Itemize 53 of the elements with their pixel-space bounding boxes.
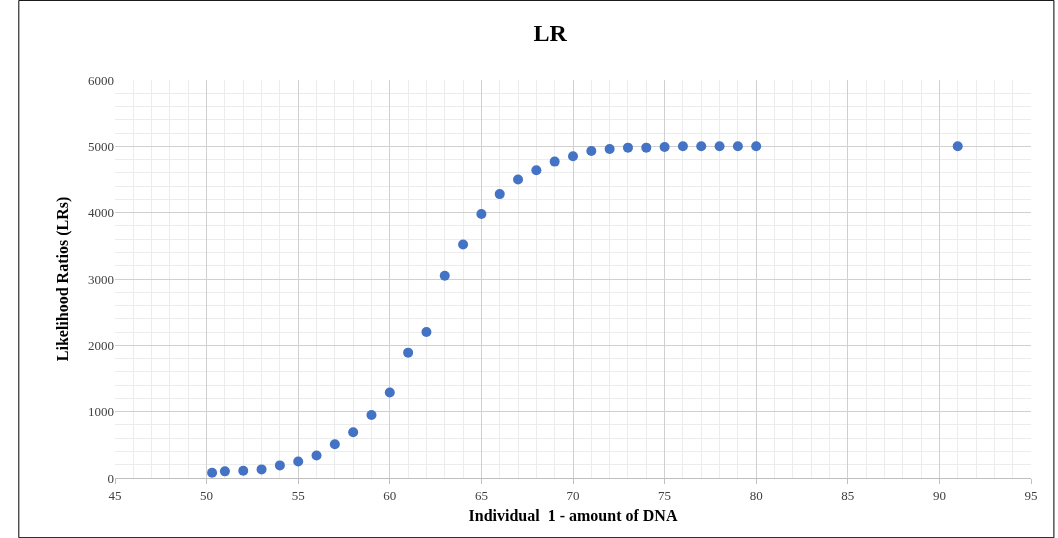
- x-axis-title: Individual 1 - amount of DNA: [468, 507, 678, 525]
- y-tick-label: 5000: [88, 138, 114, 154]
- x-tick-label: 50: [200, 487, 214, 503]
- point: [348, 427, 359, 438]
- point: [256, 464, 267, 475]
- point: [659, 142, 670, 152]
- point: [732, 141, 743, 152]
- point: [238, 465, 249, 476]
- x-tick-label: 45: [108, 487, 122, 503]
- x-tick-label: 60: [383, 487, 397, 503]
- point: [274, 460, 285, 471]
- point: [293, 456, 304, 467]
- y-tick-label: 0: [107, 470, 114, 486]
- point: [311, 450, 322, 461]
- point: [751, 141, 762, 152]
- point: [219, 466, 230, 477]
- point: [568, 151, 578, 162]
- chart-title: LR: [533, 20, 568, 47]
- point: [439, 270, 450, 281]
- point: [458, 239, 469, 250]
- x-tick-label: 75: [658, 487, 672, 503]
- point: [494, 189, 505, 200]
- y-tick-label: 1000: [88, 404, 114, 420]
- point: [421, 327, 432, 338]
- point: [329, 439, 340, 450]
- point: [714, 141, 725, 152]
- x-tick-label: 80: [749, 487, 763, 503]
- y-axis-title: Likelihood Ratios (LRs): [53, 196, 72, 362]
- x-tick-label: 85: [841, 487, 855, 503]
- point: [531, 165, 542, 176]
- x-tick-label: 90: [932, 487, 946, 503]
- point: [476, 208, 487, 219]
- point: [622, 142, 633, 153]
- point: [366, 409, 377, 420]
- y-tick-label: 3000: [88, 271, 114, 287]
- point: [952, 141, 963, 152]
- point: [207, 467, 218, 478]
- point: [384, 387, 395, 398]
- point: [586, 145, 597, 156]
- point: [513, 174, 524, 185]
- point: [604, 143, 615, 154]
- y-tick-label: 6000: [88, 72, 114, 88]
- point: [549, 156, 560, 167]
- y-tick-label: 4000: [88, 205, 114, 221]
- x-tick-label: 55: [291, 487, 305, 503]
- x-tick-label: 70: [566, 487, 580, 503]
- y-tick-label: 2000: [88, 337, 114, 353]
- x-tick-label: 95: [1024, 487, 1038, 503]
- point: [696, 141, 707, 152]
- point: [677, 141, 688, 152]
- point: [641, 142, 652, 153]
- point: [403, 347, 414, 358]
- x-tick-label: 65: [474, 487, 488, 503]
